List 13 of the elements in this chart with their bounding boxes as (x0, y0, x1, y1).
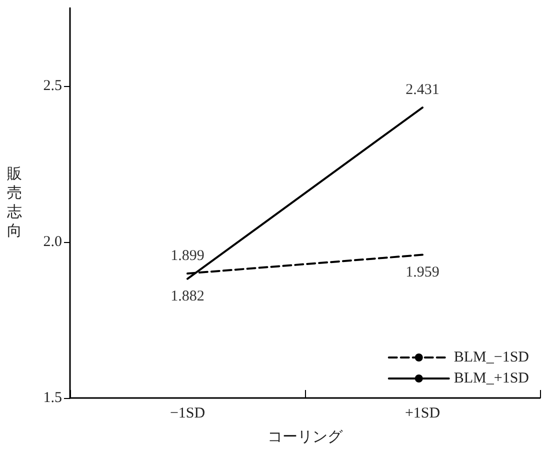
data-label: 1.899 (170, 248, 204, 264)
y-tick-label: 2.5 (43, 78, 62, 94)
x-tick-label: +1SD (404, 406, 440, 422)
legend-label: BLM_+1SD (454, 370, 530, 386)
data-label: 2.431 (406, 82, 440, 98)
x-axis-title: コーリング (268, 430, 344, 446)
y-tick-label: 2.0 (43, 234, 62, 250)
y-axis-title: 販売志向 (7, 166, 22, 240)
data-label: 1.882 (170, 288, 204, 304)
x-tick-label: −1SD (170, 406, 206, 422)
legend-label: BLM_−1SD (454, 350, 530, 366)
y-tick-label: 1.5 (43, 390, 62, 406)
data-label: 1.959 (406, 264, 440, 280)
